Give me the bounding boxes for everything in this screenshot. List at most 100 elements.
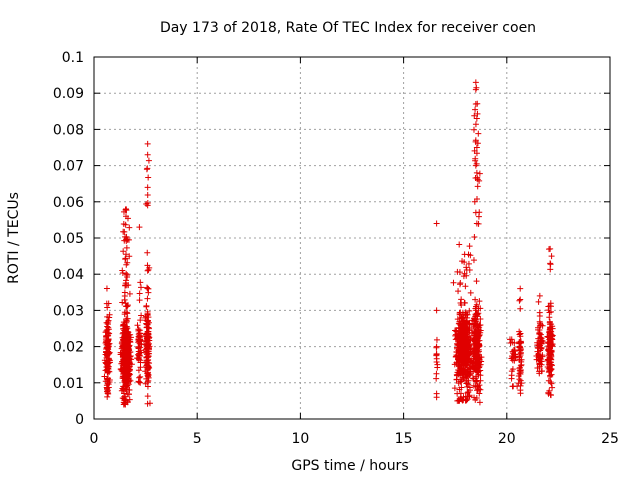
data-point [537, 354, 544, 361]
data-point [144, 393, 151, 400]
y-tick-label: 0 [75, 412, 84, 428]
data-point [124, 259, 131, 266]
data-point [472, 86, 479, 93]
data-point [103, 344, 110, 351]
data-point [120, 248, 127, 255]
data-point [106, 379, 113, 386]
data-point [517, 382, 524, 389]
data-point [537, 331, 544, 338]
data-point [538, 358, 545, 365]
y-tick-label: 0.04 [53, 267, 84, 283]
data-point [125, 346, 132, 353]
data-point [471, 147, 478, 154]
data-point [126, 253, 133, 260]
x-tick-label: 25 [601, 431, 619, 447]
data-point [136, 224, 143, 231]
data-point [144, 295, 151, 302]
data-point [136, 333, 143, 340]
data-point [465, 260, 472, 267]
data-point [517, 305, 524, 312]
data-point [144, 356, 151, 363]
y-axis-label: ROTI / TECUs [6, 192, 22, 284]
data-point [119, 269, 126, 276]
data-point [121, 400, 128, 407]
data-point [471, 198, 478, 205]
data-point [463, 264, 470, 271]
data-point [538, 339, 545, 346]
data-point [145, 369, 152, 376]
data-point [470, 336, 477, 343]
plot-frame [93, 56, 611, 420]
data-point [128, 361, 135, 368]
data-point [474, 335, 481, 342]
data-point [455, 347, 462, 354]
data-point [473, 395, 480, 402]
data-point [144, 284, 151, 291]
data-point [548, 356, 555, 363]
data-point [465, 389, 472, 396]
data-point [452, 353, 459, 360]
data-point [143, 342, 150, 349]
data-point [454, 397, 461, 404]
data-point [547, 392, 554, 399]
data-point [473, 311, 480, 318]
data-point [144, 202, 151, 209]
data-point [127, 331, 134, 338]
data-point [458, 384, 465, 391]
data-point [144, 184, 151, 191]
data-point [518, 380, 525, 387]
data-point [476, 170, 483, 177]
data-point [122, 383, 129, 390]
data-point [473, 144, 480, 151]
data-point [455, 380, 462, 387]
data-point [471, 112, 478, 119]
y-tick-label: 0.02 [53, 340, 84, 356]
data-points [101, 79, 556, 408]
axis-ticks: 0 5 10 15 20 25 0 0.01 0.02 0.03 0.04 0.05 0.06 0.07 0… [53, 50, 619, 447]
data-point [458, 332, 465, 339]
data-point [464, 390, 471, 397]
data-point [548, 380, 555, 387]
data-point [144, 362, 151, 369]
y-tick-label: 0.01 [53, 376, 84, 392]
data-point [545, 340, 552, 347]
data-point [121, 311, 128, 318]
data-point [455, 288, 462, 295]
data-point [465, 251, 472, 258]
data-point [474, 176, 481, 183]
data-point [536, 330, 543, 337]
data-point [476, 363, 483, 370]
data-point [122, 371, 129, 378]
data-point [515, 373, 522, 380]
data-point [474, 110, 481, 117]
data-point [539, 322, 546, 329]
data-point [535, 351, 542, 358]
data-point [474, 383, 481, 390]
data-point [472, 157, 479, 164]
data-point [136, 379, 143, 386]
data-point [456, 241, 463, 248]
data-point [433, 343, 440, 350]
data-point [472, 296, 479, 303]
x-tick-label: 20 [498, 431, 516, 447]
data-point [105, 324, 112, 331]
data-point [122, 333, 129, 340]
data-point [126, 224, 133, 231]
data-point [475, 130, 482, 137]
data-point [103, 337, 110, 344]
data-point [459, 258, 466, 265]
data-point [106, 368, 113, 375]
data-point [476, 399, 483, 406]
data-point [549, 384, 556, 391]
data-point [144, 140, 151, 147]
data-point [456, 310, 463, 317]
data-point [474, 183, 481, 190]
data-point [144, 191, 151, 198]
data-point [536, 318, 543, 325]
data-point [517, 339, 524, 346]
data-point [536, 361, 543, 368]
chart-title: Day 173 of 2018, Rate Of TEC Index for r… [160, 20, 536, 36]
data-point [472, 162, 479, 169]
data-point [464, 336, 471, 343]
data-point [452, 331, 459, 338]
